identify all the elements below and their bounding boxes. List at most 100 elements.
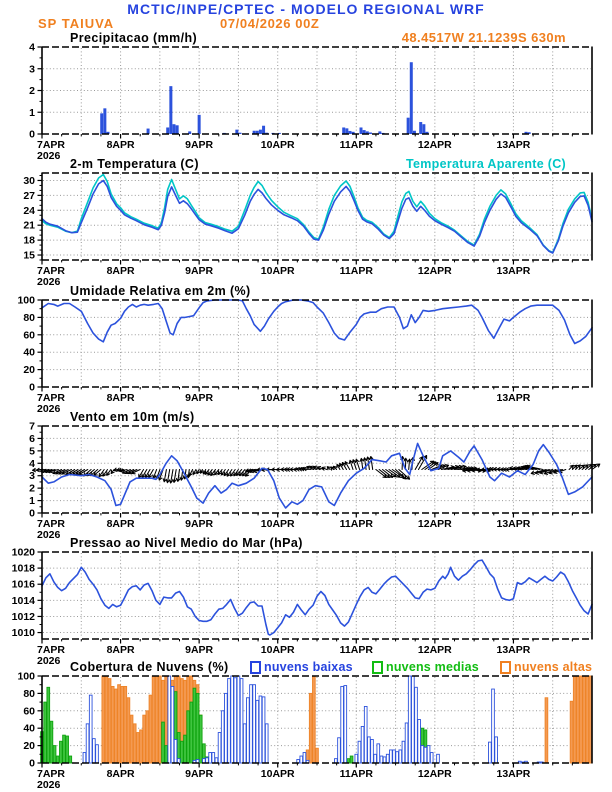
- svg-text:15: 15: [23, 250, 35, 262]
- svg-text:10APR: 10APR: [261, 265, 295, 277]
- low-clouds-label: nuvens baixas: [264, 660, 353, 674]
- svg-text:2026: 2026: [37, 403, 61, 415]
- svg-text:13APR: 13APR: [496, 518, 530, 530]
- svg-text:2026: 2026: [37, 150, 61, 162]
- svg-text:11APR: 11APR: [340, 518, 374, 530]
- svg-text:9APR: 9APR: [185, 265, 213, 277]
- svg-text:13APR: 13APR: [496, 392, 530, 404]
- panel-title-temperature: 2-m Temperatura (C): [70, 157, 199, 171]
- panel-title-cloud-cover: Cobertura de Nuvens (%): [70, 660, 229, 674]
- svg-text:11APR: 11APR: [340, 644, 374, 656]
- svg-text:1018: 1018: [12, 563, 36, 575]
- station-label: SP TAIUVA: [38, 16, 115, 31]
- svg-text:12APR: 12APR: [418, 768, 452, 780]
- svg-text:60: 60: [23, 705, 35, 717]
- svg-text:5: 5: [29, 445, 35, 457]
- svg-text:9APR: 9APR: [185, 139, 213, 151]
- svg-text:21: 21: [23, 220, 35, 232]
- svg-text:8APR: 8APR: [107, 139, 135, 151]
- svg-text:7APR: 7APR: [37, 265, 65, 277]
- panel-title-precipitation: Precipitacao (mm/h): [70, 31, 198, 45]
- svg-text:9APR: 9APR: [185, 518, 213, 530]
- svg-text:7APR: 7APR: [37, 644, 65, 656]
- svg-text:10APR: 10APR: [261, 768, 295, 780]
- svg-text:1016: 1016: [12, 579, 36, 591]
- svg-text:12APR: 12APR: [418, 139, 452, 151]
- svg-text:20: 20: [23, 364, 35, 376]
- svg-text:1014: 1014: [12, 595, 36, 607]
- location-label: 48.4517W 21.1239S 630m: [401, 30, 566, 45]
- panel-title-pressure: Pressao ao Nivel Medio do Mar (hPa): [70, 536, 303, 550]
- svg-text:2026: 2026: [37, 779, 61, 791]
- panel-title-humidity: Umidade Relativa em 2m (%): [70, 284, 251, 298]
- svg-text:8APR: 8APR: [107, 644, 135, 656]
- svg-text:6: 6: [29, 433, 35, 445]
- svg-text:2026: 2026: [37, 276, 61, 288]
- high-clouds-swatch-icon: [500, 660, 511, 674]
- svg-text:2: 2: [29, 483, 35, 495]
- svg-text:10APR: 10APR: [261, 392, 295, 404]
- legend-item-mid-clouds: nuvens medias: [372, 660, 479, 674]
- svg-text:10APR: 10APR: [261, 139, 295, 151]
- svg-text:80: 80: [23, 312, 35, 324]
- svg-text:12APR: 12APR: [418, 644, 452, 656]
- svg-text:20: 20: [23, 740, 35, 752]
- svg-text:13APR: 13APR: [496, 644, 530, 656]
- svg-text:2: 2: [29, 85, 35, 97]
- svg-text:0: 0: [29, 382, 35, 394]
- svg-text:7APR: 7APR: [37, 392, 65, 404]
- svg-text:10APR: 10APR: [261, 644, 295, 656]
- svg-text:9APR: 9APR: [185, 392, 213, 404]
- svg-text:2026: 2026: [37, 529, 61, 541]
- low-clouds-swatch-icon: [250, 660, 261, 674]
- svg-text:0: 0: [29, 508, 35, 520]
- svg-text:8APR: 8APR: [107, 265, 135, 277]
- svg-text:8APR: 8APR: [107, 768, 135, 780]
- high-clouds-label: nuvens altas: [514, 660, 593, 674]
- svg-text:1020: 1020: [12, 547, 36, 559]
- run-datetime: 07/04/2026 00Z: [220, 16, 320, 31]
- svg-text:27: 27: [23, 190, 35, 202]
- svg-text:12APR: 12APR: [418, 518, 452, 530]
- svg-text:1: 1: [29, 107, 35, 119]
- svg-text:30: 30: [23, 175, 35, 187]
- svg-text:4: 4: [29, 42, 35, 54]
- svg-text:7APR: 7APR: [37, 139, 65, 151]
- svg-text:11APR: 11APR: [340, 265, 374, 277]
- apparent-temperature-legend: Temperatura Aparente (C): [405, 157, 566, 171]
- svg-text:18: 18: [23, 235, 35, 247]
- svg-text:11APR: 11APR: [340, 392, 374, 404]
- svg-text:1010: 1010: [12, 627, 36, 639]
- mid-clouds-label: nuvens medias: [386, 660, 479, 674]
- svg-text:2026: 2026: [37, 655, 61, 667]
- mid-clouds-swatch-icon: [372, 660, 383, 674]
- svg-text:11APR: 11APR: [340, 139, 374, 151]
- svg-text:7APR: 7APR: [37, 518, 65, 530]
- svg-text:100: 100: [17, 295, 35, 307]
- legend-item-low-clouds: nuvens baixas: [250, 660, 353, 674]
- svg-text:8APR: 8APR: [107, 518, 135, 530]
- svg-text:7: 7: [29, 421, 35, 433]
- svg-text:60: 60: [23, 329, 35, 341]
- svg-text:0: 0: [29, 129, 35, 141]
- svg-text:9APR: 9APR: [185, 644, 213, 656]
- svg-text:10APR: 10APR: [261, 518, 295, 530]
- svg-text:11APR: 11APR: [340, 768, 374, 780]
- svg-text:40: 40: [23, 347, 35, 359]
- svg-text:24: 24: [23, 205, 35, 217]
- svg-text:12APR: 12APR: [418, 265, 452, 277]
- svg-text:13APR: 13APR: [496, 139, 530, 151]
- svg-text:7APR: 7APR: [37, 768, 65, 780]
- svg-text:0: 0: [29, 758, 35, 770]
- svg-text:3: 3: [29, 470, 35, 482]
- svg-text:80: 80: [23, 688, 35, 700]
- svg-text:8APR: 8APR: [107, 392, 135, 404]
- legend-item-high-clouds: nuvens altas: [500, 660, 592, 674]
- svg-text:9APR: 9APR: [185, 768, 213, 780]
- svg-text:4: 4: [29, 458, 35, 470]
- page-title: MCTIC/INPE/CPTEC - MODELO REGIONAL WRF: [127, 1, 485, 17]
- svg-text:100: 100: [17, 671, 35, 683]
- svg-text:13APR: 13APR: [496, 768, 530, 780]
